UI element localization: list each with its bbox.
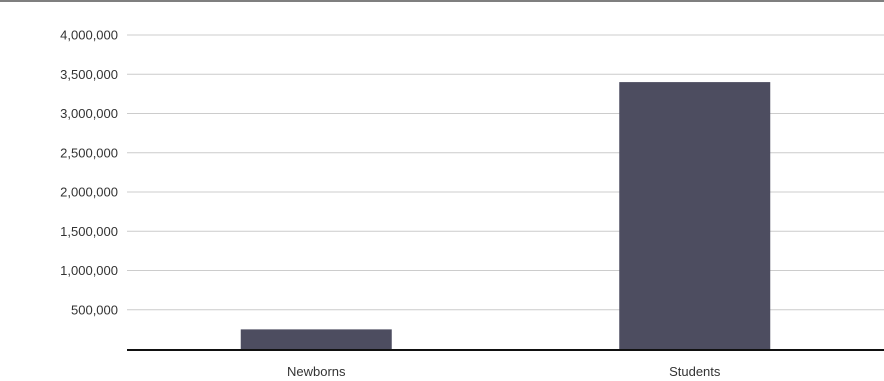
y-tick-label: 500,000 [71,302,118,317]
x-category-label: Students [669,364,721,379]
y-axis-tick-labels: 500,000 1,000,000 1,500,000 2,000,000 2,500,… [60,28,118,318]
x-category-label: Newborns [287,364,346,379]
bar-newborns [240,329,392,349]
gridlines [127,34,884,311]
y-tick-label: 1,000,000 [60,263,118,278]
y-tick-label: 3,500,000 [60,67,118,82]
y-tick-label: 2,500,000 [60,145,118,160]
y-tick-label: 3,000,000 [60,106,118,121]
y-tick-label: 4,000,000 [60,28,118,43]
bar-students [619,82,771,349]
x-axis-category-labels: Newborns Students [287,364,721,379]
y-tick-label: 1,500,000 [60,224,118,239]
y-tick-label: 2,000,000 [60,185,118,200]
bars [240,82,771,349]
